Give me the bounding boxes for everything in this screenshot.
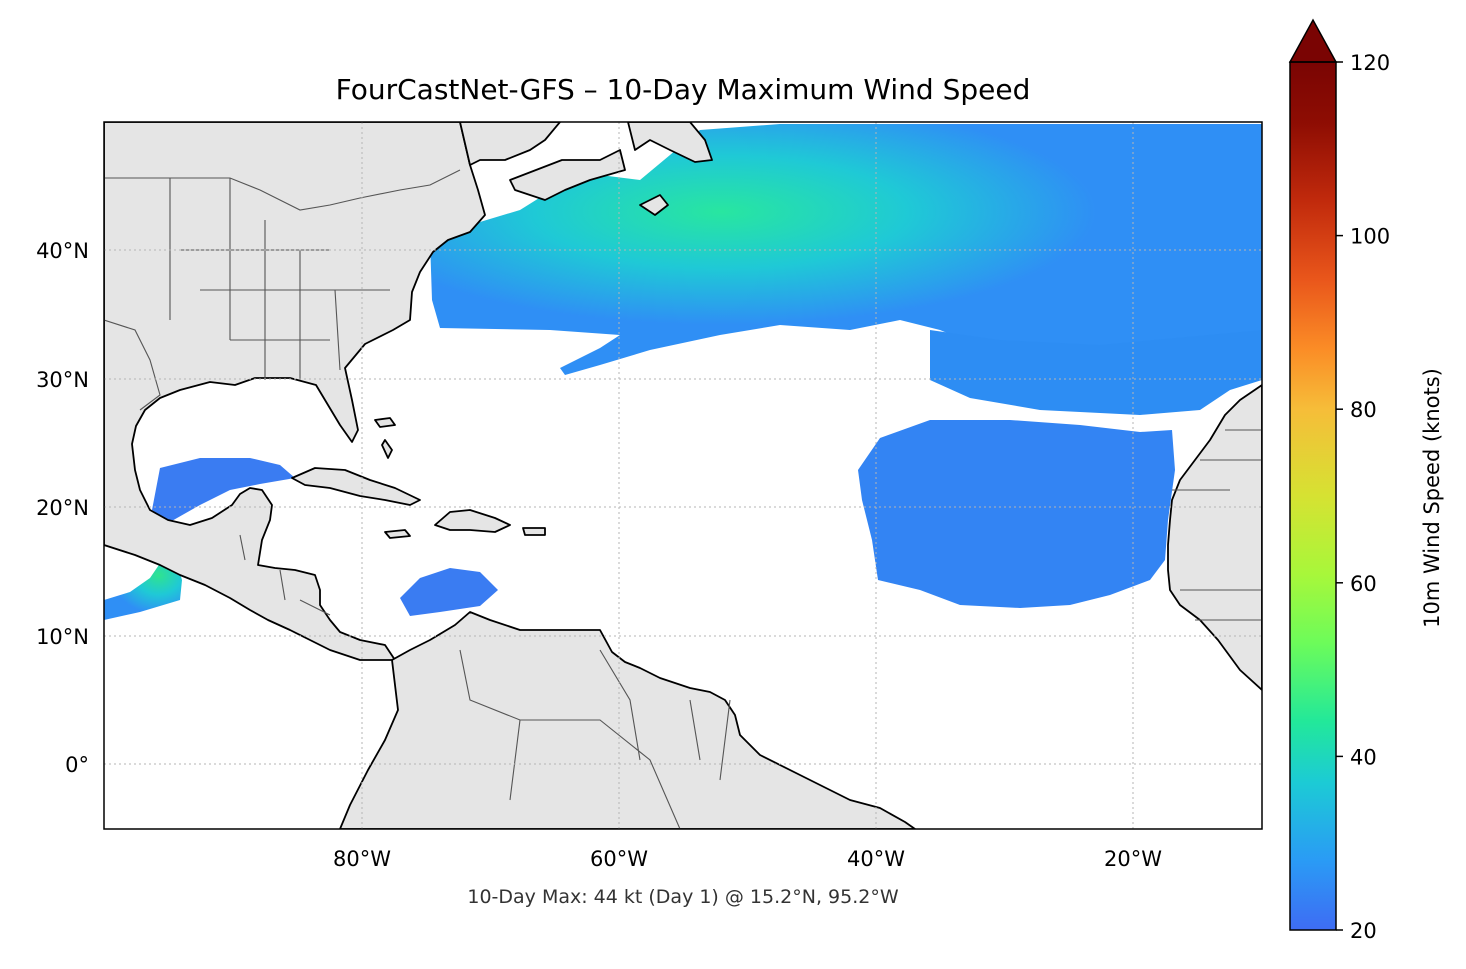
us-mexico-border [104, 319, 161, 411]
wind-swath-subtropical [858, 420, 1175, 608]
lat-tick-label: 0° [65, 753, 89, 777]
gridlines [104, 122, 1262, 829]
newfoundland-land [639, 194, 669, 216]
lon-tick-labels: 80°W 60°W 40°W 20°W [333, 847, 1162, 871]
land-layer [104, 122, 1262, 829]
colorbar-tick-label: 100 [1350, 225, 1390, 249]
colorbar-ticks: 20 40 60 80 100 120 [1336, 51, 1390, 943]
max-wind-caption: 10-Day Max: 44 kt (Day 1) @ 15.2°N, 95.2… [467, 886, 898, 908]
political-borders [104, 169, 1262, 829]
colorbar: 20 40 60 80 100 120 10m Wind Speed (knots) [1288, 18, 1444, 943]
colorbar-tick-label: 40 [1350, 745, 1377, 769]
us-canada-border [104, 169, 461, 211]
colorbar-tick-label: 80 [1350, 398, 1377, 422]
lon-tick-label: 20°W [1104, 847, 1162, 871]
wind-swath-east-pacific [104, 556, 182, 620]
lon-tick-label: 40°W [847, 847, 905, 871]
hispaniola-land [434, 509, 511, 533]
map-panel [104, 122, 1262, 829]
map-frame [103, 121, 1263, 830]
lon-tick-label: 80°W [333, 847, 391, 871]
wind-swath-caribbean [400, 568, 498, 616]
lat-tick-label: 10°N [36, 625, 89, 649]
bahamas-land [374, 417, 396, 459]
colorbar-frame [1289, 61, 1337, 931]
central-america-borders [239, 534, 331, 616]
cuba-land [291, 467, 421, 506]
colorbar-label: 10m Wind Speed (knots) [1420, 368, 1444, 628]
colorbar-extend-arrow [1288, 18, 1338, 63]
north-america-land [104, 122, 486, 661]
south-america-borders [459, 649, 731, 829]
lat-tick-label: 30°N [36, 368, 89, 392]
colorbar-tick-label: 20 [1350, 919, 1377, 943]
colorbar-tick-label: 120 [1350, 51, 1390, 75]
lat-tick-labels: 40°N 30°N 20°N 10°N 0° [36, 239, 89, 777]
africa-borders [1172, 429, 1262, 621]
africa-land [1167, 384, 1262, 691]
south-america-land [339, 611, 916, 829]
puerto-rico-land [522, 527, 546, 536]
lat-tick-label: 40°N [36, 239, 89, 263]
jamaica-land [384, 529, 411, 539]
lat-tick-label: 20°N [36, 496, 89, 520]
map-title: FourCastNet-GFS – 10-Day Maximum Wind Sp… [336, 73, 1031, 106]
colorbar-gradient [1290, 62, 1336, 930]
wind-swath-east-atlantic [930, 330, 1262, 415]
canada-maritimes-land [459, 122, 713, 201]
colorbar-tick-label: 60 [1350, 572, 1377, 596]
wind-swath-gulf [152, 458, 295, 522]
lon-tick-label: 60°W [590, 847, 648, 871]
